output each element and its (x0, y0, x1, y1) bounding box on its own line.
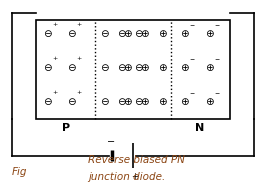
Text: ⊕: ⊕ (123, 97, 132, 107)
Text: ⊕: ⊕ (180, 97, 189, 107)
Text: ⊖: ⊖ (117, 97, 126, 107)
Text: ⊖: ⊖ (100, 97, 109, 107)
Text: ⊕: ⊕ (140, 63, 149, 73)
Text: ⊕: ⊕ (157, 63, 166, 73)
Text: −: − (190, 22, 195, 27)
Text: ⊖: ⊖ (100, 63, 109, 73)
Text: +: + (53, 56, 58, 61)
Text: +: + (53, 90, 58, 95)
Text: ⊕: ⊕ (157, 97, 166, 107)
Text: ⊖: ⊖ (117, 63, 126, 73)
Text: −: − (190, 56, 195, 61)
Text: −: − (215, 22, 220, 27)
Text: −: − (215, 56, 220, 61)
Text: +: + (76, 90, 82, 95)
Text: ⊕: ⊕ (205, 29, 214, 39)
Text: N: N (196, 123, 205, 133)
Text: +: + (76, 56, 82, 61)
Text: +: + (76, 22, 82, 27)
Text: ⊕: ⊕ (140, 97, 149, 107)
Text: Reverse biased PN: Reverse biased PN (88, 155, 185, 165)
Text: ⊕: ⊕ (123, 63, 132, 73)
Text: ⊕: ⊕ (180, 63, 189, 73)
Bar (36, 20, 230, 119)
Text: ⊕: ⊕ (180, 29, 189, 39)
Text: +: + (131, 172, 138, 181)
Text: ⊕: ⊕ (157, 29, 166, 39)
Text: ⊖: ⊖ (100, 29, 109, 39)
Text: −: − (215, 90, 220, 95)
Text: ⊕: ⊕ (123, 29, 132, 39)
Text: P: P (62, 123, 70, 133)
Text: +: + (53, 22, 58, 27)
Text: Fig: Fig (12, 167, 27, 177)
Text: ⊖: ⊖ (67, 29, 76, 39)
Text: ⊖: ⊖ (134, 97, 143, 107)
Text: ⊖: ⊖ (43, 63, 52, 73)
Text: ⊖: ⊖ (134, 63, 143, 73)
Text: ⊕: ⊕ (205, 97, 214, 107)
Text: ⊖: ⊖ (67, 63, 76, 73)
Text: ⊖: ⊖ (43, 97, 52, 107)
Text: ⊖: ⊖ (134, 29, 143, 39)
Text: junction diode.: junction diode. (88, 172, 165, 182)
Text: −: − (107, 137, 115, 147)
Text: ⊖: ⊖ (43, 29, 52, 39)
Text: ⊕: ⊕ (205, 63, 214, 73)
Text: −: − (190, 90, 195, 95)
Text: ⊕: ⊕ (140, 29, 149, 39)
Text: ⊖: ⊖ (117, 29, 126, 39)
Text: ⊖: ⊖ (67, 97, 76, 107)
